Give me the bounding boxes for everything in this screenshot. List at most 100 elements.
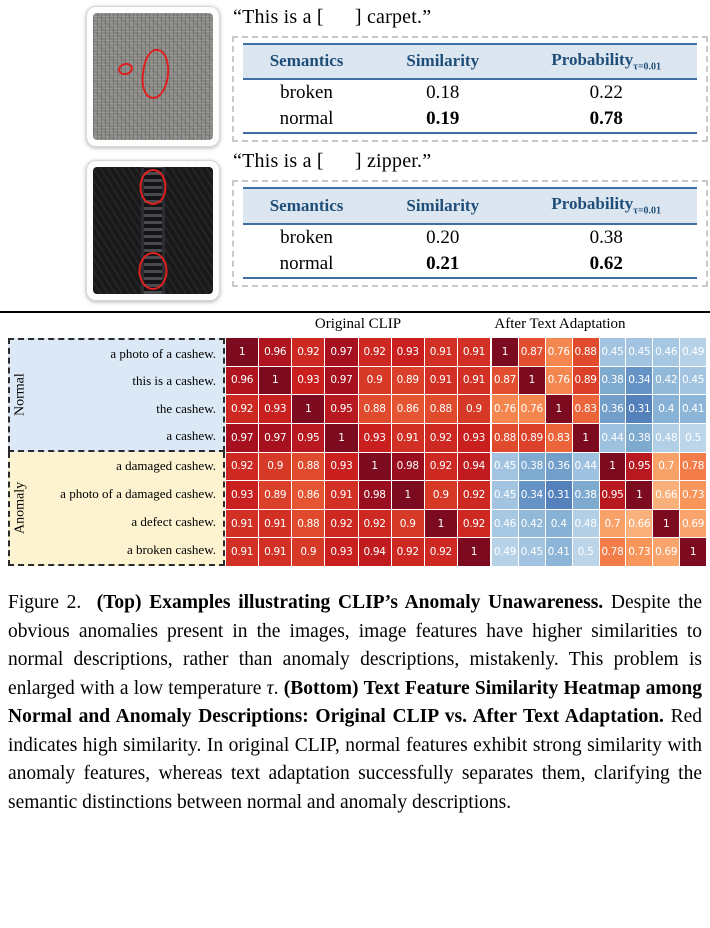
heatmap-cell: 0.5	[680, 423, 706, 452]
heatmap-cell: 0.9	[457, 395, 490, 423]
zipper-results-table: Semantics Similarity Probabilityτ=0.01 b…	[243, 187, 697, 279]
caption-segment: (Bottom) Text Feature Similarity Heatmap…	[8, 677, 702, 728]
heatmap-cell: 0.93	[358, 423, 391, 452]
heatmap-cell: 0.96	[259, 338, 292, 366]
heatmap-row-label: a cashew.	[166, 428, 216, 444]
heatmap-cell: 0.86	[292, 481, 325, 509]
heatmap-grid-adapted: 1 0.87 0.76 0.88 0.45 0.45 0.46 0.49 0.87 1 0.76 0.…	[492, 338, 706, 566]
heatmap-cell: 1	[545, 395, 572, 423]
heatmap-cell: 0.97	[325, 338, 358, 366]
table-header-row: Semantics Similarity Probabilityτ=0.01	[243, 187, 697, 225]
heatmap-cell: 0.66	[653, 481, 680, 509]
caption-segment: Figure 2.	[8, 592, 97, 613]
heatmap-cell: 0.92	[292, 338, 325, 366]
cell-similarity: 0.19	[426, 108, 460, 130]
anomaly-annotation-circle	[116, 61, 135, 77]
heatmap-cell: 0.7	[653, 452, 680, 481]
heatmap-cell: 0.89	[518, 423, 545, 452]
cell-semantics: normal	[279, 252, 334, 274]
heatmap-cell: 0.31	[626, 395, 653, 423]
zipper-image-frame	[86, 160, 220, 301]
heatmap-section: Original CLIP After Text Adaptation Norm…	[0, 313, 710, 577]
header-probability-label: Probability	[551, 194, 634, 214]
heatmap-cell: 0.44	[599, 423, 626, 452]
heatmap-cell: 1	[226, 338, 259, 366]
heatmap-cell: 0.48	[572, 509, 599, 538]
heatmap-cell: 0.98	[358, 481, 391, 509]
heatmap-cell: 0.45	[492, 452, 518, 481]
header-probability-subscript: τ=0.01	[633, 205, 662, 217]
heatmap-cell: 0.95	[626, 452, 653, 481]
heatmap-cell: 0.9	[259, 452, 292, 481]
row-labels-block: Normal a photo of a cashew. this is a cas…	[8, 338, 225, 566]
header-semantics: Semantics	[243, 42, 371, 81]
heatmap-row-label: this is a cashew.	[132, 373, 216, 389]
heatmap-cell: 0.48	[653, 423, 680, 452]
heatmap-cell: 0.41	[545, 538, 572, 566]
heatmap-cell: 0.69	[680, 509, 706, 538]
heatmap-cell: 0.95	[292, 423, 325, 452]
heatmap-body: Normal a photo of a cashew. this is a cas…	[0, 338, 710, 566]
heatmap-cell: 1	[292, 395, 325, 423]
cell-similarity: 0.18	[426, 82, 460, 104]
heatmap-cell: 0.45	[599, 338, 626, 366]
figure-caption: Figure 2. (Top) Examples illustrating CL…	[0, 577, 710, 818]
heatmap-cell: 0.76	[545, 366, 572, 395]
heatmap-cell: 0.45	[680, 366, 706, 395]
heatmap-cell: 0.92	[424, 538, 457, 566]
header-similarity: Similarity	[370, 187, 516, 225]
heatmap-cell: 1	[391, 481, 424, 509]
heatmap-cell: 0.89	[391, 366, 424, 395]
heatmap-cell: 0.91	[259, 538, 292, 566]
heatmap-cell: 0.49	[680, 338, 706, 366]
heatmap-cell: 1	[626, 481, 653, 509]
heatmap-cell: 0.88	[292, 452, 325, 481]
carpet-table: Semantics Similarity Probabilityτ=0.01 b…	[232, 36, 708, 143]
heatmap-cell: 0.66	[626, 509, 653, 538]
heatmap-cell: 1	[457, 538, 490, 566]
heatmap-cell: 1	[259, 366, 292, 395]
heatmap-cell: 0.91	[325, 481, 358, 509]
heatmap-cell: 0.78	[599, 538, 626, 566]
heatmap-cell: 0.91	[424, 338, 457, 366]
heatmap-cell: 0.36	[545, 452, 572, 481]
zipper-photo	[93, 167, 213, 294]
heatmap-cell: 1	[358, 452, 391, 481]
caption-segment: Red indicates high similarity. In origin…	[8, 706, 702, 813]
heatmap-cell: 0.34	[626, 366, 653, 395]
caption-segment: Despite the obvious anomalies present in…	[8, 592, 702, 699]
table-header-row: Semantics Similarity Probabilityτ=0.01	[243, 42, 697, 81]
heatmap-cell: 0.88	[492, 423, 518, 452]
normal-group-label: Normal	[12, 373, 28, 417]
heatmap-cell: 0.92	[226, 452, 259, 481]
carpet-image-frame	[86, 6, 220, 147]
heatmap-cell: 0.9	[358, 366, 391, 395]
top-examples-section: “This is a [ ] carpet.” Semantics Simila…	[0, 0, 710, 313]
header-semantics: Semantics	[243, 187, 371, 225]
heatmap-cell: 0.91	[457, 338, 490, 366]
heatmap-cell: 0.78	[680, 452, 706, 481]
heatmap-title-adapted: After Text Adaptation	[494, 316, 626, 332]
anomaly-group-label: Anomaly	[12, 481, 28, 535]
tables-column: “This is a [ ] carpet.” Semantics Simila…	[232, 0, 708, 295]
cell-similarity: 0.20	[426, 226, 460, 248]
header-probability-subscript: τ=0.01	[633, 61, 662, 73]
header-probability: Probabilityτ=0.01	[515, 187, 697, 225]
heatmap-row-label: a defect cashew.	[131, 514, 216, 529]
row-labels-anomaly: a damaged cashew. a photo of a damaged ca…	[31, 452, 223, 564]
heatmap-cell: 0.92	[358, 509, 391, 538]
heatmap-cell: 0.91	[457, 366, 490, 395]
table-row: normal 0.21 0.62	[243, 251, 697, 278]
heatmap-cell: 0.36	[599, 395, 626, 423]
heatmap-cell: 0.42	[518, 509, 545, 538]
heatmap-cell: 0.98	[391, 452, 424, 481]
anomaly-annotation-ellipse	[138, 47, 173, 101]
heatmap-row-label: a photo of a damaged cashew.	[60, 486, 216, 501]
header-similarity: Similarity	[370, 42, 516, 81]
heatmap-cell: 0.95	[325, 395, 358, 423]
heatmap-cell: 0.49	[492, 538, 518, 566]
carpet-results-table: Semantics Similarity Probabilityτ=0.01 b…	[243, 42, 697, 135]
cell-probability: 0.22	[589, 82, 623, 104]
heatmap-cell: 0.93	[325, 538, 358, 566]
heatmap-cell: 0.97	[226, 423, 259, 452]
